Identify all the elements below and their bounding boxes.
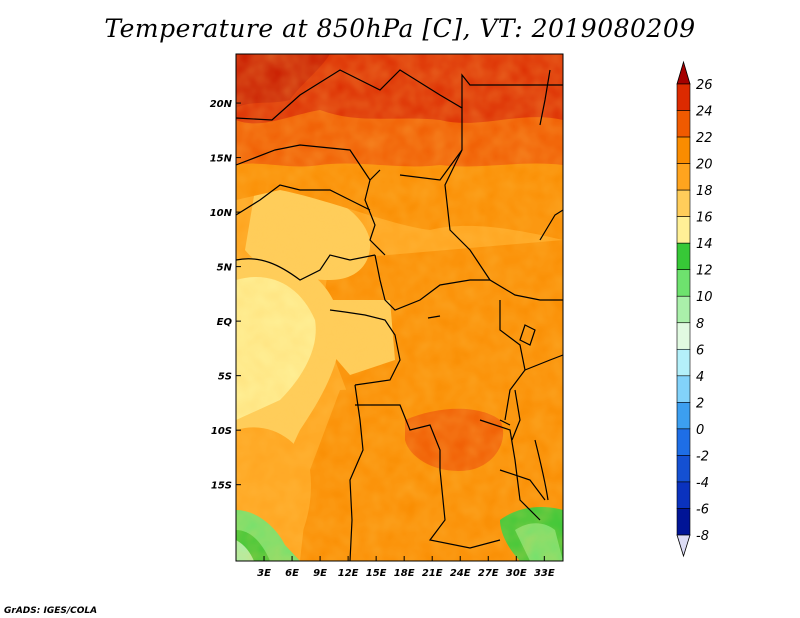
y-tick-label: 5S — [218, 372, 232, 383]
colorbar-top-arrow — [676, 60, 691, 85]
y-tick-label: 15S — [211, 481, 232, 492]
colorbar-segment — [676, 508, 691, 536]
colorbar-label: 10 — [696, 290, 713, 305]
y-axis: 20N 15N 10N 5N EQ 5S 10S 15S — [210, 99, 241, 492]
colorbar-segment — [676, 189, 691, 217]
colorbar-segment — [676, 163, 691, 191]
x-tick-label: 6E — [285, 568, 299, 579]
x-tick-label: 9E — [313, 568, 327, 579]
x-tick-label: 33E — [534, 568, 555, 579]
colorbar-label: 12 — [696, 264, 713, 279]
colorbar-bottom-arrow — [676, 534, 691, 558]
colorbar-segment — [676, 242, 691, 271]
colorbar-label: 4 — [696, 370, 704, 385]
map-field — [236, 54, 563, 561]
colorbar-label: 24 — [696, 105, 713, 120]
colorbar-segment — [676, 110, 691, 138]
colorbar-segment — [676, 216, 691, 244]
y-tick-label: 5N — [217, 263, 233, 274]
colorbar-label: -8 — [696, 529, 709, 544]
y-tick-label: 10N — [210, 208, 233, 219]
x-tick-label: 24E — [450, 568, 471, 579]
colorbar-segment — [676, 481, 691, 509]
x-tick-label: 18E — [394, 568, 415, 579]
country-borders — [235, 69, 564, 562]
colorbar-label: -6 — [696, 502, 709, 517]
colorbar-label: -4 — [696, 476, 709, 491]
colorbar-segment — [676, 322, 691, 350]
colorbar-label: 22 — [696, 131, 713, 146]
y-tick-label: EQ — [217, 317, 233, 328]
colorbar-label: 20 — [696, 158, 713, 173]
y-tick-label: 10S — [211, 426, 232, 437]
y-tick-label: 15N — [210, 154, 233, 165]
y-tick-label: 20N — [210, 99, 233, 110]
chart-title: Temperature at 850hPa [C], VT: 201908020… — [104, 14, 696, 43]
map-frame — [235, 53, 564, 562]
colorbar-segment — [676, 83, 691, 111]
x-tick-label: 15E — [366, 568, 387, 579]
x-tick-label: 30E — [506, 568, 527, 579]
colorbar-label: 26 — [696, 78, 713, 93]
credit-label: GrADS: IGES/COLA — [4, 606, 97, 616]
colorbar-segment — [676, 375, 691, 403]
colorbar-segment — [676, 455, 691, 483]
colorbar-segment — [676, 136, 691, 164]
colorbar-label: 6 — [696, 343, 704, 358]
x-axis: 3E 6E 9E 12E 15E 18E 21E 24E 27E 30E 33E — [257, 556, 555, 579]
x-tick-label: 3E — [257, 568, 271, 579]
colorbar-label: -2 — [696, 449, 709, 464]
colorbar-segment — [676, 348, 691, 377]
colorbar-label: 2 — [696, 396, 704, 411]
colorbar-label: 14 — [696, 237, 713, 252]
colorbar-segment — [676, 402, 691, 430]
colorbar-segment — [676, 269, 691, 297]
colorbar-label: 8 — [696, 317, 704, 332]
x-tick-label: 12E — [338, 568, 359, 579]
colorbar-label: 18 — [696, 184, 713, 199]
colorbar-segment — [676, 428, 691, 456]
colorbar-segment — [676, 295, 691, 324]
colorbar-label: 0 — [696, 423, 704, 438]
x-tick-label: 27E — [478, 568, 499, 579]
colorbar-label: 16 — [696, 211, 713, 226]
x-tick-label: 21E — [422, 568, 443, 579]
